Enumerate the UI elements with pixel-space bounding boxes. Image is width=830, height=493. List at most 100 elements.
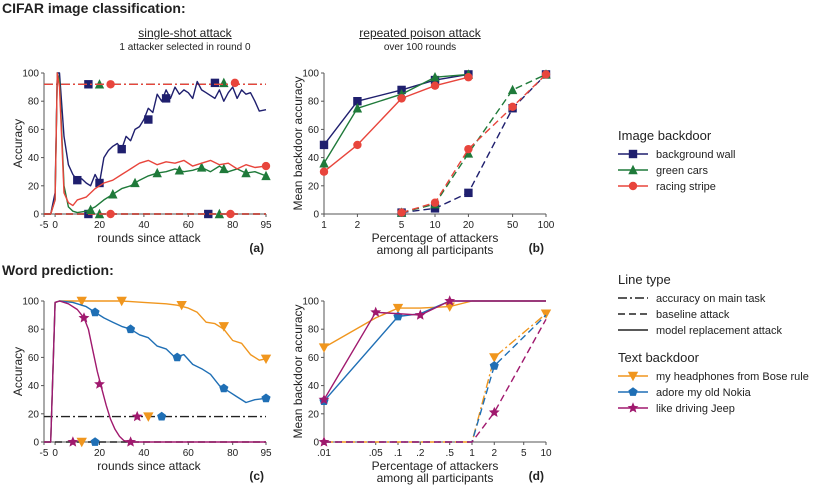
data-point	[152, 167, 162, 178]
data-point	[204, 209, 213, 219]
data-point	[78, 312, 90, 323]
data-point	[508, 102, 517, 112]
data-point	[76, 296, 87, 307]
data-point	[108, 189, 118, 199]
data-point	[430, 72, 440, 82]
y-tick-label: 60	[308, 125, 320, 136]
legend-label: model replacement attack	[656, 325, 782, 337]
legend-label: my headphones from Bose rule	[656, 371, 809, 383]
y-tick-label: 20	[308, 409, 320, 420]
legend-label: adore my old Nokia	[656, 387, 752, 399]
data-point	[230, 78, 240, 88]
data-point	[241, 167, 251, 178]
data-point	[106, 80, 115, 89]
data-point	[261, 170, 271, 181]
y-tick-label: 0	[313, 438, 319, 449]
y-tick-label: 40	[308, 381, 320, 392]
x-axis-label: rounds since attack	[97, 231, 201, 245]
x-tick-label: 95	[260, 448, 272, 459]
series-line	[324, 314, 547, 443]
series-line	[44, 72, 267, 215]
data-point	[318, 343, 330, 353]
x-axis-label: Percentage of attackers	[372, 231, 499, 245]
legend-label: accuracy on main task	[656, 293, 766, 305]
data-point	[85, 204, 96, 214]
x-tick-label: 20	[94, 220, 106, 231]
data-point	[507, 84, 518, 95]
data-point	[489, 361, 499, 370]
legend-image-line: Image backdoor background wall green cars r…	[618, 128, 782, 337]
data-point	[131, 410, 143, 422]
series-line	[401, 73, 547, 214]
data-point	[125, 436, 136, 447]
y-tick-label: 60	[308, 353, 320, 364]
data-point	[210, 78, 220, 88]
x-axis-label-line2: among all participants	[377, 471, 494, 485]
x-tick-label: 1	[321, 220, 327, 231]
panel-subtitle-repeated: over 100 rounds	[383, 42, 457, 53]
series-line	[324, 313, 547, 443]
panel-label: (d)	[529, 469, 544, 483]
data-point	[318, 436, 330, 447]
data-point	[157, 411, 167, 421]
panel-title-single-shot: single-shot attack	[138, 26, 232, 40]
data-point	[353, 140, 362, 150]
series-line	[44, 72, 267, 215]
x-tick-label: 2	[491, 448, 497, 459]
legend-marker	[628, 164, 638, 175]
y-tick-label: 100	[22, 69, 39, 80]
data-point	[414, 309, 426, 320]
y-tick-label: 60	[28, 125, 40, 136]
data-point	[319, 140, 329, 150]
x-tick-label: 0	[52, 448, 58, 459]
y-tick-label: 40	[28, 381, 40, 392]
x-tick-label: 5	[521, 448, 527, 459]
data-point	[106, 209, 115, 219]
data-point	[130, 177, 140, 188]
y-tick-label: 0	[313, 210, 319, 221]
section-title-cifar: CIFAR image classification:	[2, 0, 186, 16]
x-tick-label: 60	[183, 220, 195, 231]
y-tick-label: 20	[308, 181, 320, 192]
data-point	[488, 406, 500, 417]
data-point	[260, 354, 272, 365]
data-point	[430, 204, 440, 213]
panel-title-repeated: repeated poison attack	[359, 26, 481, 40]
series-line	[323, 300, 546, 402]
series-line	[323, 300, 546, 401]
x-tick-label: 80	[227, 448, 239, 459]
data-point	[261, 393, 271, 403]
data-point	[540, 309, 552, 319]
data-point	[73, 175, 82, 185]
y-tick-label: 80	[308, 325, 320, 336]
x-tick-label: .2	[416, 448, 425, 459]
x-tick-label: 20	[463, 220, 475, 231]
series-line	[44, 300, 267, 443]
data-point	[196, 162, 207, 172]
series-line	[323, 73, 469, 146]
y-tick-label: 40	[28, 153, 40, 164]
x-axis-label: Percentage of attackers	[372, 459, 499, 473]
series-line	[401, 73, 547, 214]
data-point	[353, 97, 362, 106]
data-point	[126, 324, 136, 334]
series-line	[324, 318, 547, 443]
data-point	[319, 158, 329, 168]
legend-marker	[628, 181, 638, 191]
y-tick-label: 40	[308, 153, 320, 164]
data-point	[430, 198, 440, 207]
data-point	[464, 144, 473, 154]
y-tick-label: 80	[308, 97, 320, 108]
y-tick-label: 100	[302, 69, 319, 80]
data-point	[489, 353, 500, 363]
chart-d: 0 20 40 60 80 100 .01 .05 .1 .2 .5 1 2 5 10 Percentage …	[291, 295, 552, 485]
series-line	[44, 300, 266, 443]
legend-label: like driving Jeep	[656, 403, 735, 415]
data-point	[67, 436, 79, 447]
data-point	[84, 80, 93, 89]
x-tick-label: 10	[429, 220, 441, 231]
legend-marker	[627, 402, 639, 413]
x-tick-label: 20	[94, 448, 106, 459]
y-axis-label: Accuracy	[11, 347, 25, 396]
data-point	[218, 322, 230, 332]
